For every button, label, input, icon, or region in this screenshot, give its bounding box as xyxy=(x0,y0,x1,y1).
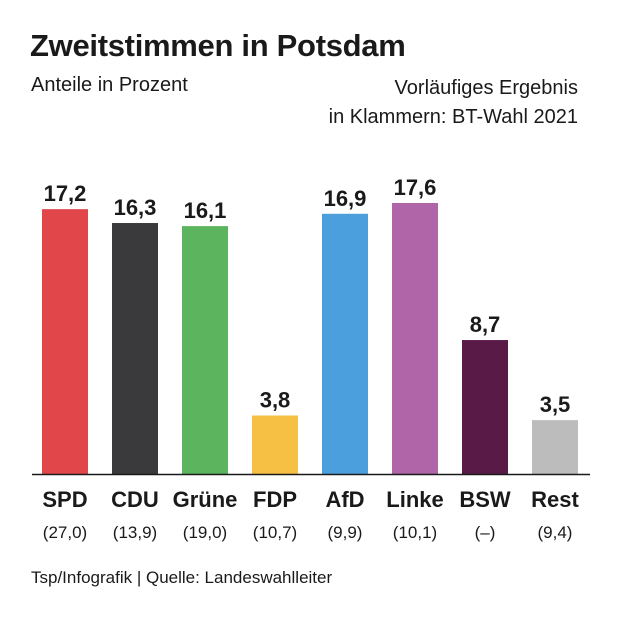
bar-rest xyxy=(532,420,578,474)
bar-bsw xyxy=(462,340,508,474)
category-label-fdp: FDP xyxy=(253,487,297,512)
previous-result-afd: (9,9) xyxy=(328,523,363,542)
bar-cdu xyxy=(112,223,158,474)
previous-result-spd: (27,0) xyxy=(43,523,87,542)
category-label-cdu: CDU xyxy=(111,487,159,512)
chart-note: Vorläufiges Ergebnis in Klammern: BT-Wah… xyxy=(329,74,578,132)
category-label-afd: AfD xyxy=(325,487,364,512)
chart-subtitle: Anteile in Prozent xyxy=(31,74,188,96)
value-label-fdp: 3,8 xyxy=(260,387,291,412)
value-label-cdu: 16,3 xyxy=(114,195,157,220)
chart-title: Zweitstimmen in Potsdam xyxy=(30,28,406,63)
previous-result-cdu: (13,9) xyxy=(113,523,157,542)
value-label-gruene: 16,1 xyxy=(184,198,227,223)
bar-afd xyxy=(322,213,368,474)
value-label-linke: 17,6 xyxy=(394,175,437,200)
category-label-bsw: BSW xyxy=(459,487,511,512)
previous-result-gruene: (19,0) xyxy=(183,523,227,542)
source-footer: Tsp/Infografik | Quelle: Landeswahlleite… xyxy=(31,568,333,587)
category-label-rest: Rest xyxy=(531,487,579,512)
previous-result-bsw: (–) xyxy=(475,523,496,542)
value-label-rest: 3,5 xyxy=(540,392,571,417)
value-label-bsw: 8,7 xyxy=(470,312,501,337)
note-line-preliminary: Vorläufiges Ergebnis xyxy=(394,77,578,99)
category-label-spd: SPD xyxy=(42,487,87,512)
bar-linke xyxy=(392,203,438,474)
previous-result-linke: (10,1) xyxy=(393,523,437,542)
bar-chart: 17,2 SPD (27,0) 16,3 CDU (13,9) 16,1 Grüne (19,0… xyxy=(32,175,590,542)
note-line-brackets: in Klammern: BT-Wahl 2021 xyxy=(328,106,578,128)
category-label-linke: Linke xyxy=(386,487,443,512)
value-label-spd: 17,2 xyxy=(44,181,87,206)
previous-result-fdp: (10,7) xyxy=(253,523,297,542)
previous-result-rest: (9,4) xyxy=(538,523,573,542)
category-label-gruene: Grüne xyxy=(173,487,238,512)
bar-gruene xyxy=(182,226,228,474)
bar-spd xyxy=(42,209,88,474)
bar-fdp xyxy=(252,415,298,474)
value-label-afd: 16,9 xyxy=(324,186,367,211)
